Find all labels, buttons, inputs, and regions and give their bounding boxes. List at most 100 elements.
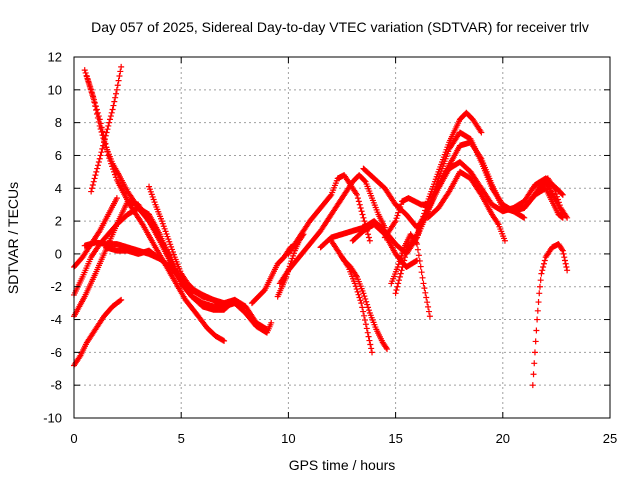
data-point (107, 113, 114, 120)
data-point (96, 155, 103, 162)
data-point (188, 289, 195, 296)
data-point (188, 290, 195, 297)
data-point (290, 252, 297, 259)
x-tick-label: 20 (496, 431, 510, 446)
data-point (97, 152, 104, 159)
data-point (105, 122, 112, 129)
chart-title: Day 057 of 2025, Sidereal Day-to-day VTE… (91, 19, 589, 35)
data-points (71, 63, 571, 389)
data-point (395, 209, 402, 216)
data-point (554, 196, 561, 203)
data-point (103, 129, 110, 136)
data-point (361, 177, 368, 184)
data-point (420, 280, 427, 287)
data-point (394, 283, 401, 290)
data-point (532, 338, 539, 345)
y-tick-label: 12 (48, 50, 62, 65)
data-point (113, 90, 120, 97)
data-point (564, 267, 571, 274)
data-point (398, 252, 405, 259)
data-point (397, 204, 404, 211)
data-point (99, 132, 106, 139)
data-point (352, 283, 359, 290)
data-point (399, 249, 406, 256)
series-arc-17 (339, 254, 376, 356)
data-point (392, 290, 399, 297)
data-point (384, 346, 391, 353)
y-axis-label: SDTVAR / TECUs (5, 182, 21, 294)
data-point (419, 274, 426, 281)
data-point (397, 270, 404, 277)
data-point (534, 307, 541, 314)
series-arc-25 (424, 168, 508, 244)
data-point (110, 102, 117, 109)
data-point (366, 337, 373, 344)
y-tick-label: -2 (50, 279, 62, 294)
y-tick-label: 4 (55, 181, 62, 196)
data-point (90, 178, 97, 185)
data-point (95, 118, 102, 125)
data-point (89, 91, 96, 98)
data-point (383, 344, 390, 351)
data-point (359, 211, 366, 218)
series-arc-13 (276, 172, 388, 287)
data-point (530, 371, 537, 378)
data-point (369, 349, 376, 356)
data-point (102, 132, 109, 139)
data-point (356, 294, 363, 301)
data-point (358, 208, 365, 215)
data-point (564, 214, 571, 221)
data-point (538, 270, 545, 277)
data-point (363, 298, 370, 305)
data-point (556, 202, 563, 209)
x-tick-label: 25 (603, 431, 617, 446)
data-point (290, 250, 297, 257)
data-point (365, 231, 372, 238)
x-tick-label: 5 (178, 431, 185, 446)
data-point (422, 289, 429, 296)
data-point (87, 85, 94, 92)
data-point (358, 300, 365, 307)
data-point (551, 185, 558, 192)
data-point (354, 191, 361, 198)
series-arc-10 (146, 183, 275, 336)
data-point (364, 329, 371, 336)
data-point (93, 106, 100, 113)
data-point (398, 267, 405, 274)
data-point (418, 269, 425, 276)
data-point (392, 218, 399, 225)
data-point (529, 382, 536, 389)
data-point (533, 327, 540, 334)
series-arc-8 (88, 63, 125, 195)
y-tick-label: -6 (50, 345, 62, 360)
y-tick-label: -10 (43, 411, 62, 426)
data-point (89, 181, 96, 188)
y-tick-label: 6 (55, 148, 62, 163)
data-point (559, 191, 566, 198)
data-point (357, 297, 364, 304)
data-point (107, 116, 114, 123)
data-point (366, 237, 373, 244)
data-point (114, 82, 121, 89)
data-point (367, 341, 374, 348)
data-point (268, 319, 275, 326)
data-point (94, 114, 101, 121)
data-point (363, 325, 370, 332)
data-point (560, 250, 567, 257)
data-point (537, 277, 544, 284)
data-point (401, 257, 408, 264)
series-arc-9 (103, 244, 163, 262)
data-point (536, 290, 543, 297)
data-point (354, 195, 361, 202)
data-point (82, 69, 89, 76)
data-point (536, 283, 543, 290)
data-point (96, 122, 103, 129)
y-tick-label: 2 (55, 214, 62, 229)
data-point (561, 257, 568, 264)
data-point (416, 257, 423, 264)
data-point (397, 255, 404, 262)
data-point (415, 252, 422, 259)
data-point (93, 168, 100, 175)
data-point (540, 264, 547, 271)
data-point (85, 79, 92, 86)
